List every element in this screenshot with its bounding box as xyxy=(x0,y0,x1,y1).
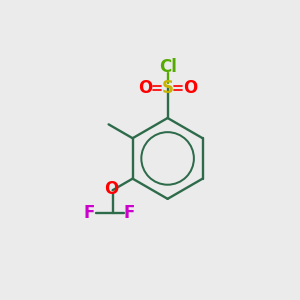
Text: F: F xyxy=(84,204,95,222)
Text: O: O xyxy=(138,79,152,97)
Text: S: S xyxy=(162,79,174,97)
Text: Cl: Cl xyxy=(159,58,176,76)
Text: O: O xyxy=(104,181,118,199)
Text: F: F xyxy=(124,204,135,222)
Text: O: O xyxy=(183,79,197,97)
